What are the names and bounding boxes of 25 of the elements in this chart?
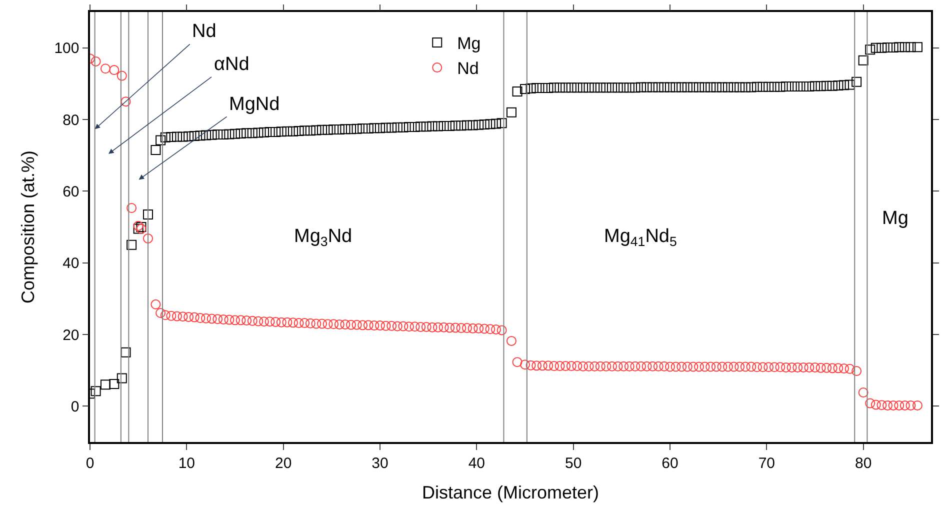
annotation: Nd (192, 21, 216, 42)
y-tick-label: 100 (54, 40, 80, 58)
y-tick-label: 80 (62, 112, 80, 129)
y-tick-label: 20 (62, 326, 80, 344)
x-tick-label: 30 (372, 454, 388, 472)
x-tick-label: 60 (662, 454, 678, 472)
legend-label: Mg (457, 34, 481, 54)
x-tick-label: 10 (178, 454, 196, 472)
annotation: αNd (214, 54, 250, 75)
x-axis-title: Distance (Micrometer) (422, 482, 600, 502)
x-tick-label: 70 (758, 454, 776, 472)
y-tick-label: 60 (62, 183, 80, 200)
annotation: Mg$_{3}$Nd (294, 226, 352, 249)
x-tick-label: 0 (86, 454, 94, 472)
legend-label: Nd (457, 59, 479, 78)
annotation: Mg$_{41}$Nd$_{5}$ (604, 226, 677, 249)
x-tick-label: 50 (564, 454, 582, 472)
annotation: Mg (882, 208, 908, 229)
x-tick-label: 40 (468, 454, 486, 472)
x-tick-label: 20 (274, 454, 292, 472)
y-axis-title: Composition (at.%) (18, 150, 38, 304)
annotation: MgNd (229, 94, 280, 115)
y-tick-label: 0 (70, 398, 80, 416)
y-tick-label: 40 (62, 255, 80, 272)
x-tick-label: 80 (854, 454, 872, 472)
